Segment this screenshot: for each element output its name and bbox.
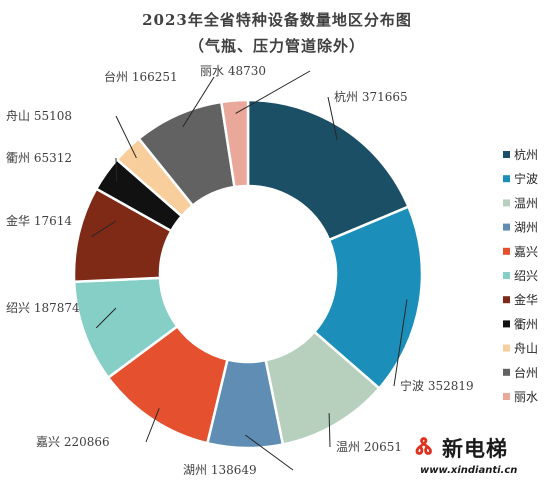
legend-label-0: 杭州 — [514, 147, 538, 162]
leader-line-0 — [327, 96, 338, 141]
data-label-5: 绍兴 187874 — [6, 301, 80, 315]
legend-swatch-1 — [503, 175, 510, 183]
leader-line-2 — [328, 413, 331, 448]
watermark-name: 新电梯 — [442, 437, 508, 461]
legend-swatch-9 — [503, 368, 510, 376]
legend-swatch-4 — [503, 247, 510, 255]
legend-label-8: 舟山 — [514, 342, 538, 356]
data-label-8: 舟山 55108 — [6, 109, 72, 123]
data-label-3: 湖州 138649 — [183, 462, 257, 477]
data-label-0: 杭州 371665 — [334, 89, 408, 104]
legend-swatch-2 — [503, 199, 510, 207]
legend-label-7: 衢州 — [514, 317, 538, 331]
legend-label-3: 湖州 — [514, 220, 538, 235]
leader-line-5 — [95, 307, 117, 329]
leader-line-6 — [91, 220, 117, 238]
leader-line-10 — [235, 70, 311, 114]
leader-line-8 — [115, 115, 137, 159]
legend-swatch-6 — [503, 296, 510, 304]
leader-line-1 — [393, 299, 408, 387]
legend-swatch-8 — [503, 344, 510, 352]
chart-title: 2023年全省特种设备数量地区分布图 — [142, 11, 412, 29]
slice-10 — [219, 98, 250, 189]
leader-lines-group — [91, 70, 408, 471]
watermark-url: www.xindianti.cn — [420, 465, 518, 476]
legend-label-6: 金华 — [514, 292, 538, 307]
watermark-logo-icon: Ꮬ — [416, 435, 433, 460]
slice-0 — [246, 98, 411, 242]
legend-swatch-0 — [503, 151, 510, 158]
slice-1 — [312, 205, 424, 391]
legend-swatch-7 — [503, 320, 510, 328]
data-label-10: 丽水 48730 — [200, 64, 266, 78]
legend-label-2: 温州 — [514, 196, 538, 210]
data-labels-group: 杭州 371665 宁波 352819 温州 20651 湖州 138649 嘉兴 22… — [6, 64, 474, 477]
data-label-9: 台州 166251 — [104, 69, 178, 84]
legend-label-10: 丽水 — [514, 390, 538, 404]
legend-swatch-5 — [503, 272, 510, 279]
chart-subtitle: （气瓶、压力管道除外） — [188, 37, 365, 55]
legend-label-5: 绍兴 — [514, 269, 538, 283]
data-label-1: 宁波 352819 — [400, 378, 474, 393]
legend-swatch-10 — [503, 393, 510, 400]
data-label-4: 嘉兴 220866 — [36, 435, 110, 449]
leader-line-3 — [244, 434, 294, 471]
data-label-6: 金华 17614 — [6, 213, 72, 228]
leader-line-9 — [182, 76, 215, 128]
leader-line-4 — [145, 408, 160, 443]
data-label-2: 温州 20651 — [336, 440, 402, 454]
legend-swatch-3 — [503, 223, 510, 231]
legend-label-4: 嘉兴 — [514, 245, 538, 259]
legend-label-9: 台州 — [514, 365, 538, 380]
data-label-7: 衢州 65312 — [6, 151, 72, 165]
slices-group — [72, 98, 424, 450]
legend-label-1: 宁波 — [514, 171, 538, 186]
watermark: Ꮬ 新电梯 www.xindianti.cn — [416, 433, 544, 489]
